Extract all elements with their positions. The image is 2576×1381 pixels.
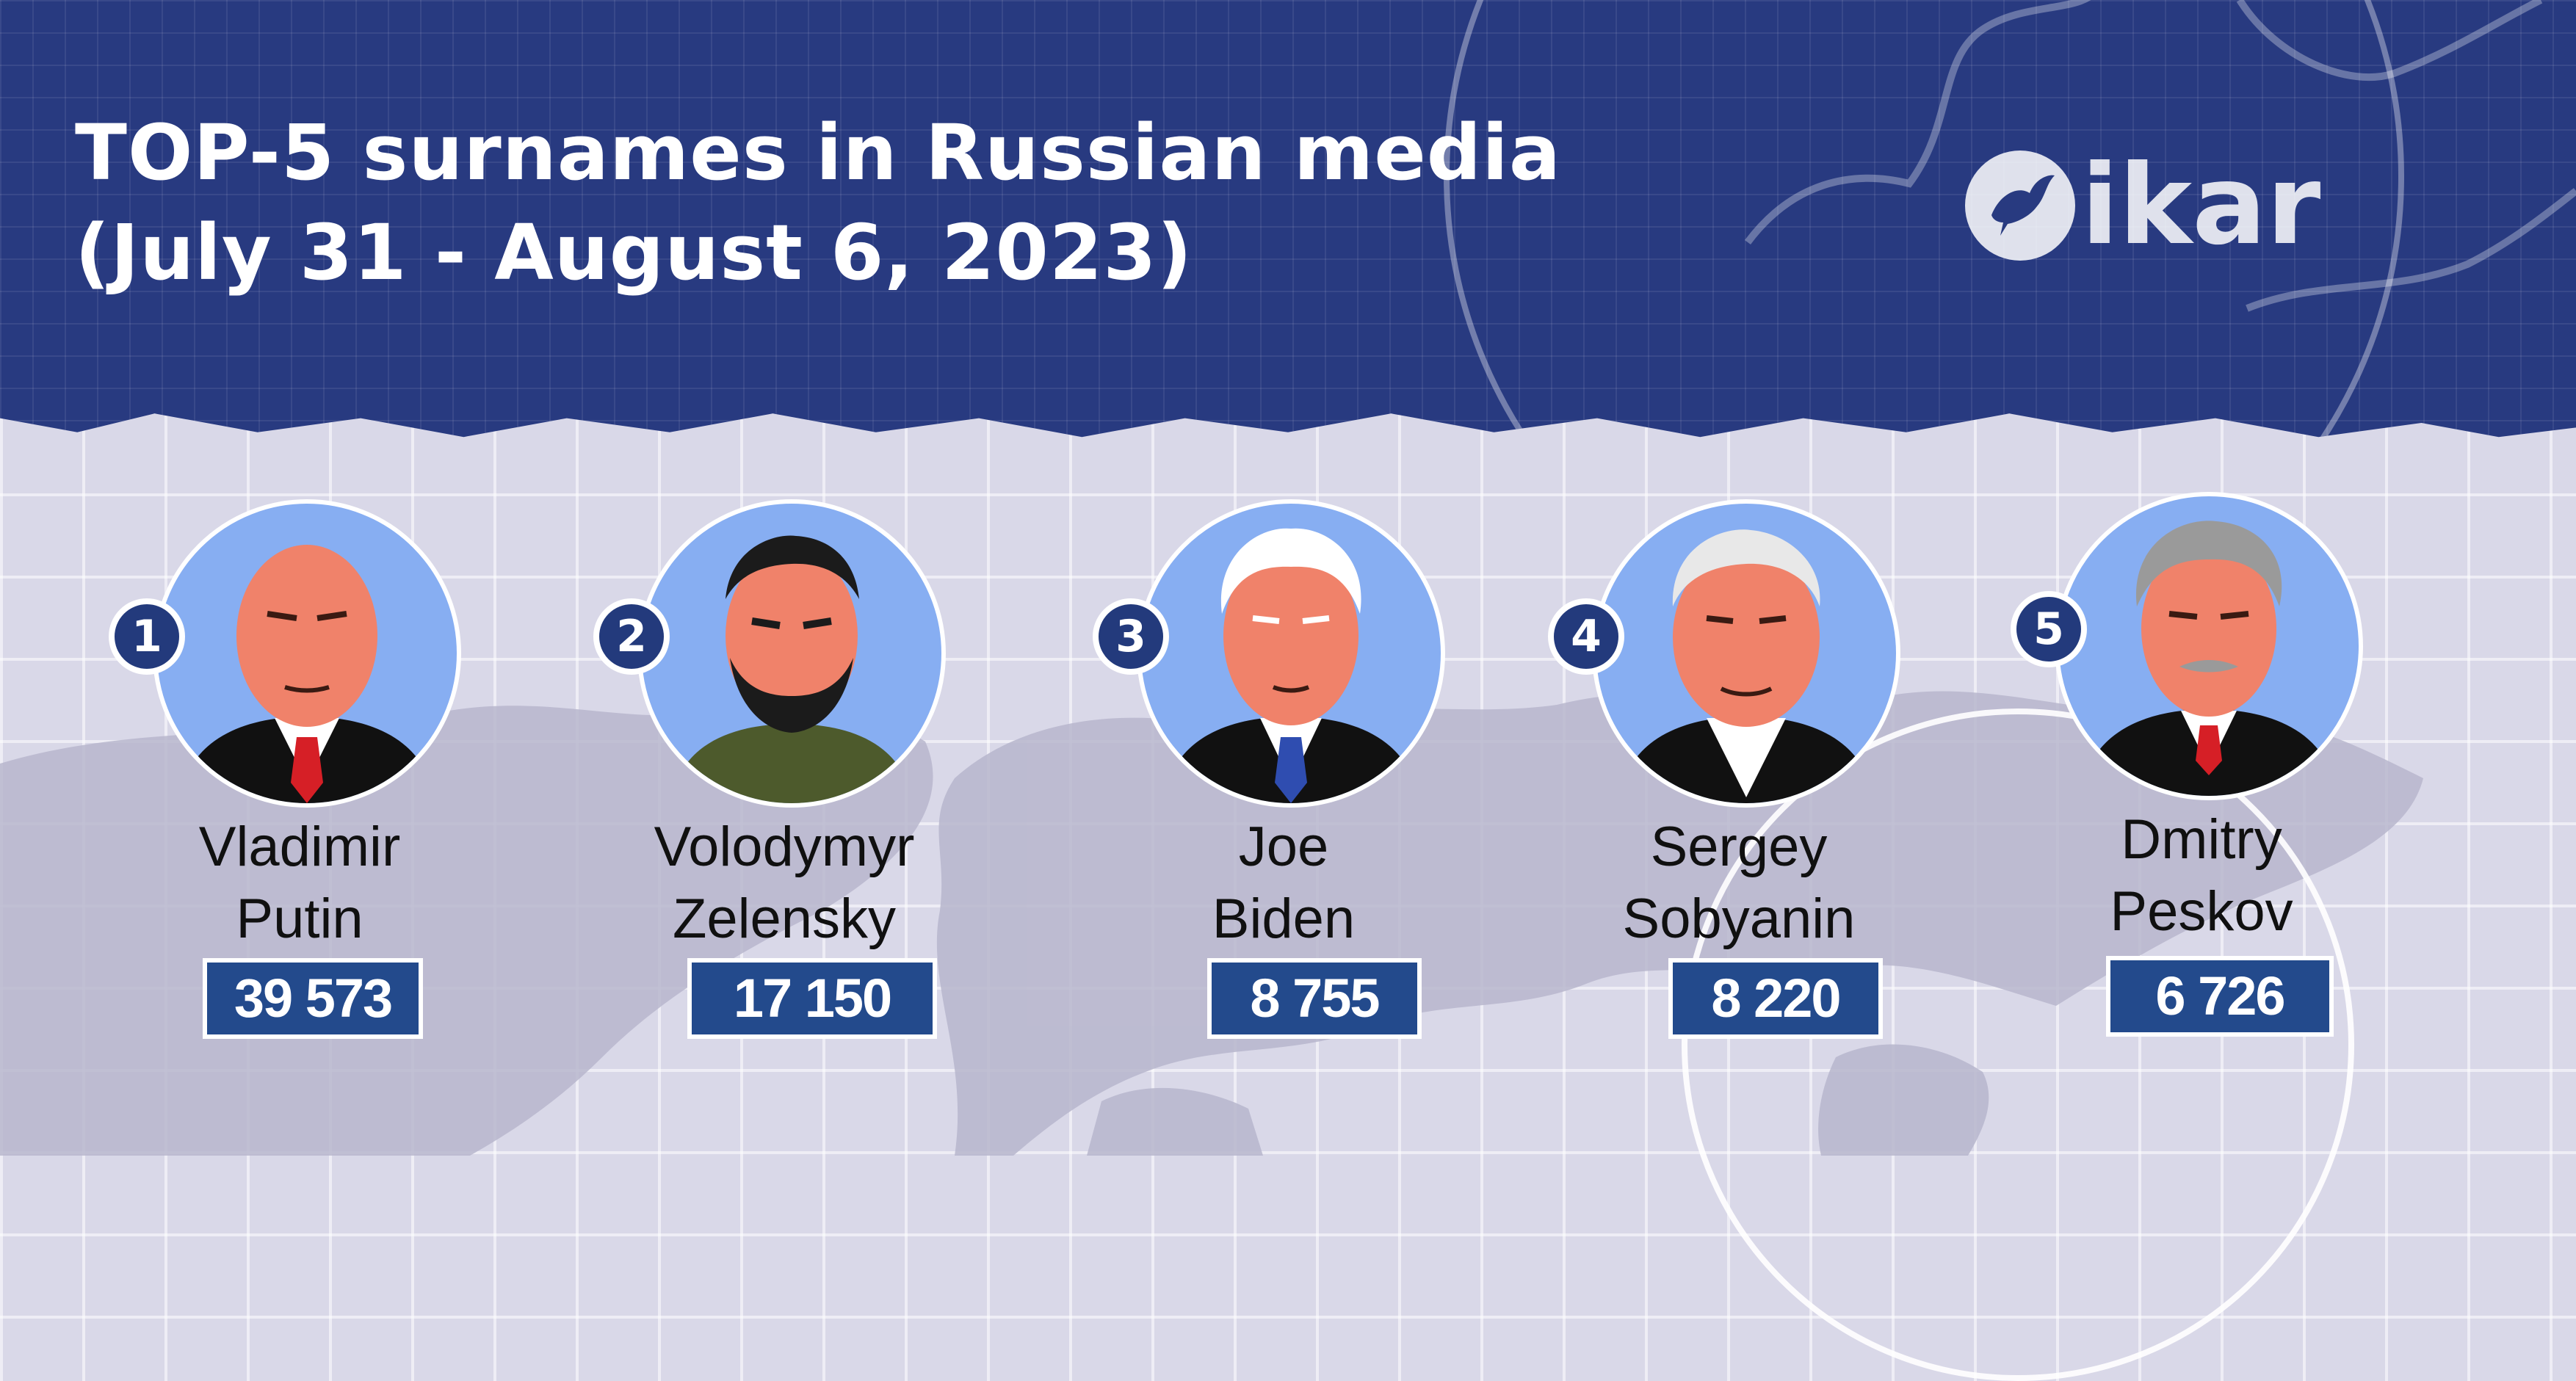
ranking-card-1: 1 Vladimir Putin 39 573 [109,499,491,1145]
portrait-zelensky [637,499,946,808]
rank-badge: 3 [1093,598,1169,675]
person-name: Vladimir Putin [65,811,535,955]
rank-badge: 1 [109,598,185,675]
first-name: Vladimir [198,816,401,878]
last-name: Biden [1212,888,1356,950]
title-line-2: (July 31 - August 6, 2023) [75,208,1193,297]
portrait-biden [1137,499,1445,808]
logo-text: ikar [2081,142,2321,269]
portrait-putin [153,499,461,808]
last-name: Zelensky [672,888,897,950]
mention-count: 6 726 [2106,956,2334,1037]
person-name: Volodymyr Zelensky [549,811,1019,955]
mention-count: 8 755 [1207,958,1422,1039]
person-name: Sergey Sobyanin [1504,811,1974,955]
person-name: Joe Biden [1049,811,1519,955]
ranking-card-3: 3 Joe Biden 8 755 [1093,499,1475,1145]
ranking-card-5: 5 Dmitry Peskov 6 726 [2011,492,2392,1138]
last-name: Sobyanin [1622,888,1856,950]
ikar-logo: ikar [1965,136,2376,312]
ranking-card-2: 2 Volodymyr Zelensky 17 150 [593,499,975,1145]
portrait-peskov [2055,492,2363,800]
person-name: Dmitry Peskov [1967,804,2436,948]
rank-badge: 5 [2011,591,2087,667]
first-name: Volodymyr [654,816,915,878]
rank-badge: 2 [593,598,670,675]
ranking-card-4: 4 Sergey Sobyanin 8 220 [1548,499,1930,1145]
portrait-sobyanin [1592,499,1900,808]
rank-badge: 4 [1548,598,1624,675]
last-name: Peskov [2110,880,2293,943]
header-banner [0,0,2576,438]
mention-count: 39 573 [203,958,423,1039]
last-name: Putin [236,888,363,950]
header-decoration [1444,0,2576,438]
title-line-1: TOP-5 surnames in Russian media [75,108,1562,197]
mention-count: 8 220 [1668,958,1883,1039]
first-name: Dmitry [2121,808,2282,871]
first-name: Sergey [1650,816,1828,878]
page-title: TOP-5 surnames in Russian media (July 31… [75,103,1561,302]
dove-icon [1965,151,2075,261]
first-name: Joe [1238,816,1329,878]
mention-count: 17 150 [687,958,937,1039]
